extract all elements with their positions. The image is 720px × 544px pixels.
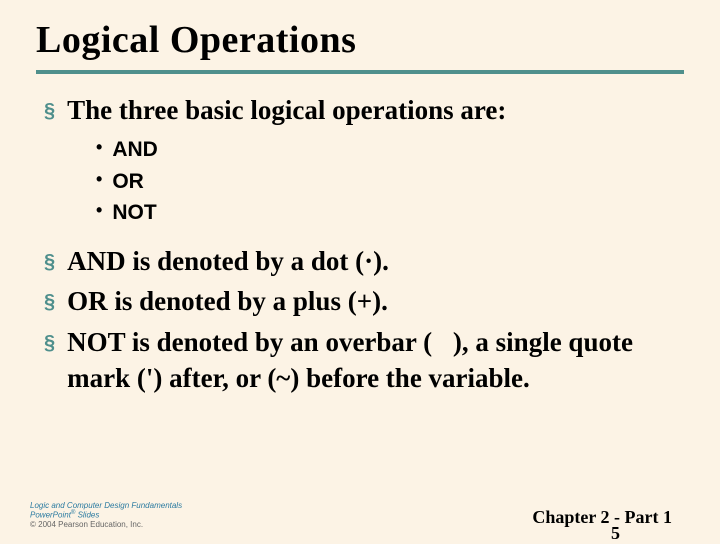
square-bullet-icon: § [44, 98, 55, 125]
sub-bullet-text: OR [112, 166, 144, 198]
sub-bullet-item: • NOT [96, 197, 684, 229]
logo-text-fragment: PowerPoint [30, 511, 71, 520]
square-bullet-icon: § [44, 249, 55, 276]
bullet-text-fragment: NOT is denoted by an overbar ( [67, 327, 432, 357]
footer-chapter: Chapter 2 - Part 1 [532, 507, 672, 528]
bullet-item: § AND is denoted by a dot (·). [44, 243, 684, 279]
sub-bullet-text: NOT [112, 197, 156, 229]
square-bullet-icon: § [44, 289, 55, 316]
square-bullet-icon: § [44, 330, 55, 357]
sub-bullet-list: • AND • OR • NOT [96, 134, 684, 229]
logo-line: PowerPoint® Slides [30, 510, 182, 520]
slide-container: Logical Operations § The three basic log… [0, 0, 720, 540]
dot-bullet-icon: • [96, 166, 102, 193]
bullet-text: AND is denoted by a dot (·). [67, 243, 684, 279]
sub-bullet-text: AND [112, 134, 158, 166]
content-area: § The three basic logical operations are… [36, 92, 684, 397]
footer-logo: Logic and Computer Design Fundamentals P… [30, 501, 182, 530]
dot-bullet-icon: • [96, 197, 102, 224]
dot-bullet-icon: • [96, 134, 102, 161]
bullet-text: The three basic logical operations are: [67, 92, 684, 128]
sub-bullet-item: • AND [96, 134, 684, 166]
footer-page-number: 5 [611, 523, 620, 544]
bullet-text: OR is denoted by a plus (+). [67, 283, 684, 319]
logo-line: Logic and Computer Design Fundamentals [30, 501, 182, 511]
sub-bullet-item: • OR [96, 166, 684, 198]
bullet-text: NOT is denoted by an overbar ( ), a sing… [67, 324, 684, 397]
title-underline [36, 70, 684, 74]
bullet-item: § The three basic logical operations are… [44, 92, 684, 128]
bullet-item: § OR is denoted by a plus (+). [44, 283, 684, 319]
bullet-item: § NOT is denoted by an overbar ( ), a si… [44, 324, 684, 397]
logo-copyright: © 2004 Pearson Education, Inc. [30, 520, 182, 530]
slide-title: Logical Operations [36, 18, 684, 62]
logo-text-fragment: Slides [75, 511, 99, 520]
